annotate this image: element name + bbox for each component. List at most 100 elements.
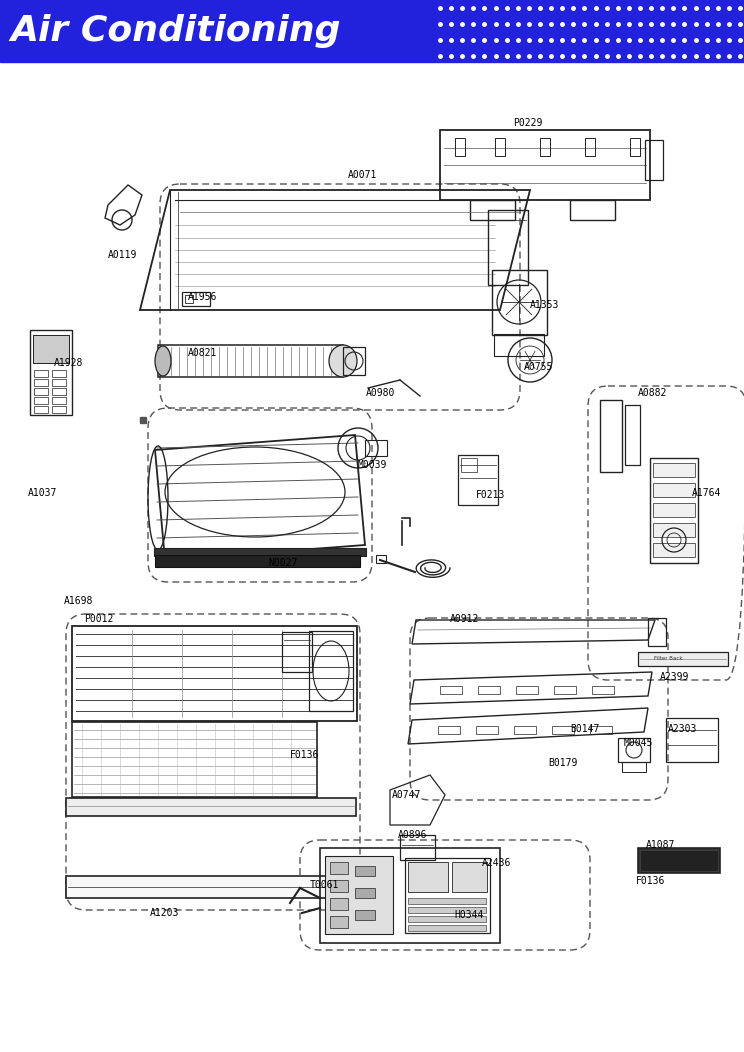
- Bar: [34, 370, 48, 377]
- Bar: [653, 503, 695, 517]
- Bar: [320, 848, 500, 943]
- Bar: [645, 140, 663, 180]
- Bar: [408, 916, 486, 922]
- Text: A1698: A1698: [64, 596, 94, 606]
- Bar: [33, 335, 69, 363]
- Bar: [376, 555, 386, 563]
- Bar: [585, 138, 595, 156]
- Text: H0344: H0344: [454, 910, 484, 920]
- Bar: [0, 0, 744, 62]
- Bar: [52, 379, 66, 386]
- Text: T0061: T0061: [310, 881, 339, 890]
- Text: A1928: A1928: [54, 358, 83, 368]
- Text: A1956: A1956: [188, 292, 217, 302]
- Bar: [408, 907, 486, 913]
- Bar: [52, 370, 66, 377]
- Bar: [653, 463, 695, 477]
- Bar: [638, 848, 720, 873]
- Bar: [52, 397, 66, 404]
- Text: N0027: N0027: [268, 558, 298, 568]
- Bar: [408, 862, 448, 892]
- Bar: [492, 270, 547, 335]
- Bar: [30, 330, 72, 414]
- Text: A0071: A0071: [348, 170, 377, 180]
- Bar: [570, 200, 615, 220]
- Bar: [282, 632, 312, 672]
- Bar: [554, 686, 576, 694]
- Text: A0119: A0119: [108, 250, 138, 260]
- Bar: [540, 138, 550, 156]
- Bar: [488, 210, 528, 285]
- Bar: [470, 200, 515, 220]
- Text: A0821: A0821: [188, 348, 217, 358]
- Bar: [330, 898, 348, 910]
- Text: B0179: B0179: [548, 758, 577, 768]
- Bar: [653, 483, 695, 497]
- Bar: [438, 726, 460, 734]
- Bar: [365, 440, 387, 456]
- Bar: [640, 850, 718, 871]
- Bar: [440, 686, 462, 694]
- Bar: [408, 898, 486, 904]
- Bar: [355, 888, 375, 898]
- Bar: [408, 925, 486, 931]
- Bar: [330, 881, 348, 892]
- Bar: [625, 405, 640, 465]
- Bar: [309, 631, 353, 711]
- Text: A2399: A2399: [660, 672, 690, 682]
- Bar: [330, 862, 348, 874]
- Bar: [516, 686, 538, 694]
- Text: M0045: M0045: [624, 739, 653, 748]
- Text: M0039: M0039: [358, 460, 388, 470]
- Bar: [650, 458, 698, 563]
- Bar: [590, 726, 612, 734]
- Bar: [514, 726, 536, 734]
- Bar: [592, 686, 614, 694]
- Ellipse shape: [329, 345, 357, 377]
- Bar: [638, 652, 728, 666]
- Text: F0136: F0136: [290, 750, 319, 760]
- Text: A0882: A0882: [638, 388, 667, 398]
- Bar: [155, 555, 360, 567]
- Bar: [34, 406, 48, 413]
- Text: A2436: A2436: [482, 858, 511, 868]
- Bar: [452, 862, 487, 892]
- Bar: [66, 876, 346, 898]
- Bar: [630, 138, 640, 156]
- Bar: [355, 910, 375, 920]
- Text: A0912: A0912: [450, 614, 479, 624]
- Bar: [495, 138, 505, 156]
- Bar: [552, 726, 574, 734]
- Bar: [476, 726, 498, 734]
- Bar: [34, 388, 48, 394]
- Bar: [330, 916, 348, 928]
- Bar: [478, 686, 500, 694]
- Bar: [440, 130, 650, 200]
- Bar: [158, 345, 343, 377]
- Text: F0213: F0213: [476, 490, 505, 500]
- Bar: [600, 400, 622, 472]
- Text: A0747: A0747: [392, 790, 421, 800]
- Bar: [648, 618, 666, 646]
- Bar: [622, 762, 646, 772]
- Bar: [72, 626, 357, 721]
- Bar: [52, 406, 66, 413]
- Text: A1087: A1087: [646, 839, 676, 850]
- Bar: [653, 523, 695, 537]
- Bar: [182, 292, 210, 306]
- Bar: [458, 456, 498, 505]
- Bar: [653, 543, 695, 557]
- Text: A1353: A1353: [530, 300, 559, 310]
- Bar: [72, 722, 317, 797]
- Bar: [185, 295, 193, 303]
- Text: P0012: P0012: [84, 614, 113, 624]
- Bar: [34, 397, 48, 404]
- Bar: [154, 548, 366, 557]
- Text: P0229: P0229: [513, 118, 542, 128]
- Text: A0755: A0755: [524, 362, 554, 372]
- Text: A0896: A0896: [398, 830, 427, 839]
- Bar: [455, 138, 465, 156]
- Text: B0147: B0147: [570, 724, 600, 734]
- Bar: [340, 878, 352, 896]
- Text: F0136: F0136: [636, 876, 665, 886]
